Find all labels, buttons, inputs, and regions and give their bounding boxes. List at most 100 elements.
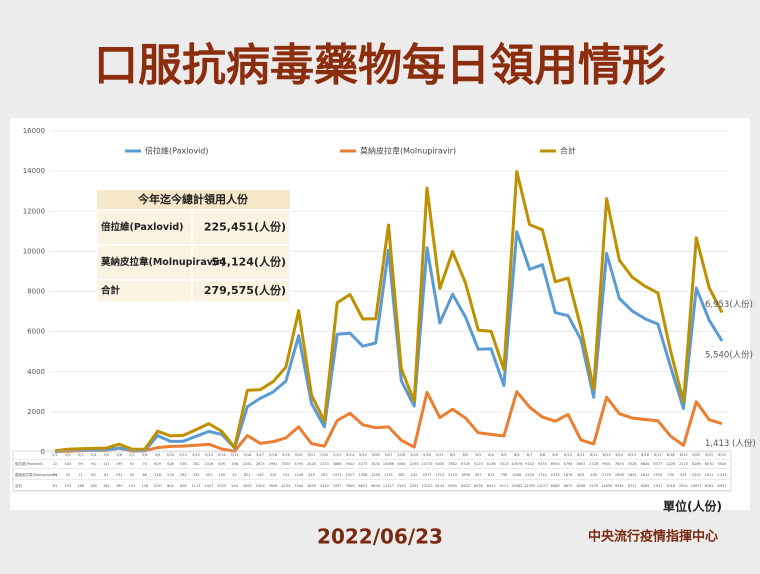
table-date: 6/17 xyxy=(654,453,662,457)
table-date: 5/22 xyxy=(320,453,328,457)
table-cell: 6076 xyxy=(474,484,483,488)
table-cell: 242 xyxy=(411,473,418,477)
table-cell: 2129 xyxy=(448,473,457,477)
table-cell: 405 xyxy=(590,473,597,477)
table-cell: 6726 xyxy=(461,462,470,466)
table-cell: 782 xyxy=(193,462,200,466)
y-tick-label: 0 xyxy=(41,448,45,456)
table-date: 5/27 xyxy=(385,453,393,457)
table-cell: 2839 xyxy=(307,484,316,488)
table-row-label: 莫納皮拉韋(Molnupiravir) xyxy=(15,472,58,477)
table-cell: 821 xyxy=(244,473,251,477)
table-date: 5/31 xyxy=(436,453,444,457)
table-cell: 50 xyxy=(130,473,134,477)
table-date: 5/7 xyxy=(129,453,135,457)
table-cell: 5603 xyxy=(576,462,585,466)
table-date: 5/28 xyxy=(397,453,405,457)
table-date: 6/5 xyxy=(501,453,507,457)
table-cell: 6013 xyxy=(487,484,496,488)
table-cell: 3082 xyxy=(243,484,252,488)
table-cell: 790 xyxy=(667,473,674,477)
table-date: 5/18 xyxy=(269,453,277,457)
table-cell: 335 xyxy=(193,473,200,477)
table-cell: 2420 xyxy=(307,462,316,466)
table-cell: 100 xyxy=(64,462,71,466)
table-date: 5/5 xyxy=(103,453,109,457)
table-cell: 798 xyxy=(501,473,508,477)
table-date: 6/6 xyxy=(514,453,520,457)
table-date: 5/17 xyxy=(256,453,264,457)
table-date: 5/13 xyxy=(205,453,213,457)
date: 2022/06/23 xyxy=(317,525,443,549)
table-cell: 1025 xyxy=(217,484,226,488)
table-cell: 7931 xyxy=(653,484,662,488)
table-date: 6/12 xyxy=(590,453,598,457)
table-cell: 819 xyxy=(154,462,161,466)
table-cell: 1251 xyxy=(384,473,393,477)
table-date: 6/22 xyxy=(718,453,726,457)
table-cell: 2532 xyxy=(410,484,419,488)
table-cell: 8485 xyxy=(551,484,560,488)
table-cell: 2290 xyxy=(410,462,419,466)
table-cell: 199 xyxy=(116,462,123,466)
table-cell: 11077 xyxy=(537,484,548,488)
table-date: 5/8 xyxy=(142,453,148,457)
summary-row xyxy=(96,244,291,281)
table-cell: 1927 xyxy=(346,473,355,477)
table-cell: 12630 xyxy=(601,484,612,488)
table-cell: 95 xyxy=(78,462,82,466)
table-cell: 218 xyxy=(154,473,161,477)
table-cell: 391 xyxy=(206,473,213,477)
table-cell: 8143 xyxy=(435,484,444,488)
table-cell: 2977 xyxy=(423,473,432,477)
table-cell: 876 xyxy=(218,462,225,466)
table-cell: 3133 xyxy=(589,484,598,488)
table-cell: 9561 xyxy=(615,484,624,488)
table-cell: 287 xyxy=(321,473,328,477)
table-cell: 91 xyxy=(130,462,134,466)
table-cell: 3104 xyxy=(256,484,266,488)
table-cell: 8717 xyxy=(628,484,637,488)
table-cell: 7653 xyxy=(615,462,624,466)
table-date: 5/19 xyxy=(282,453,290,457)
table-cell: 8670 xyxy=(564,484,573,488)
table-cell: 191 xyxy=(116,473,123,477)
table-cell: 828 xyxy=(180,484,187,488)
table-date: 5/11 xyxy=(179,453,187,457)
table-cell: 5119 xyxy=(474,462,483,466)
table-date: 6/11 xyxy=(577,453,585,457)
table-cell: 136 xyxy=(141,484,148,488)
table-cell: 11335 xyxy=(524,484,535,488)
table-cell: 70 xyxy=(143,462,147,466)
table-cell: 9335 xyxy=(538,462,547,466)
table-cell: 5435 xyxy=(371,462,380,466)
table-date: 6/3 xyxy=(475,453,481,457)
table-cell: 1249 xyxy=(294,473,303,477)
table-cell: 10671 xyxy=(691,484,702,488)
table-cell: 3006 xyxy=(512,473,521,477)
table-cell: 430 xyxy=(257,473,264,477)
table-cell: 6430 xyxy=(435,462,444,466)
table-cell: 2729 xyxy=(602,473,611,477)
table-cell: 4234 xyxy=(281,484,291,488)
table-cell: 5922 xyxy=(346,462,355,466)
table-date: 6/1 xyxy=(450,453,456,457)
end-label: 6,953(人份) xyxy=(705,299,753,310)
table-cell: 6950 xyxy=(551,462,560,466)
table-date: 5/9 xyxy=(155,453,161,457)
table-cell: 1876 xyxy=(564,473,573,477)
table-cell: 804 xyxy=(167,484,174,488)
table-cell: 8169 xyxy=(692,462,701,466)
y-tick-label: 14000 xyxy=(23,167,45,175)
table-date: 6/10 xyxy=(564,453,572,457)
table-date: 5/30 xyxy=(423,453,431,457)
series-line xyxy=(54,390,723,453)
table-cell: 3561 xyxy=(397,462,406,466)
table-date: 6/13 xyxy=(603,453,611,457)
table-cell: 5540 xyxy=(718,462,727,466)
table-date: 5/24 xyxy=(346,453,355,457)
table-cell: 2674 xyxy=(256,462,266,466)
summary-title: 今年迄今總計領用人份 xyxy=(137,192,249,206)
table-cell: 1209 xyxy=(371,473,380,477)
table-cell: 6570 xyxy=(705,462,714,466)
